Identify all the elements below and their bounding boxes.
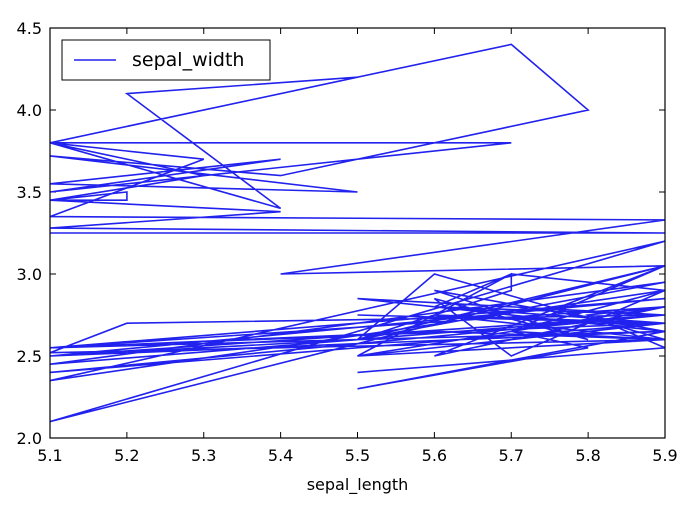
x-tick-label: 5.7 — [499, 446, 524, 465]
legend: sepal_width — [61, 39, 271, 81]
x-tick-label: 5.1 — [37, 446, 62, 465]
x-tick-label: 5.9 — [652, 446, 677, 465]
x-axis: 5.1 5.2 5.3 5.4 5.5 5.6 5.7 5.8 5.9 — [37, 28, 678, 465]
y-tick-label: 2.5 — [17, 347, 42, 366]
y-tick-label: 3.0 — [17, 265, 42, 284]
y-tick-label: 4.0 — [17, 101, 42, 120]
x-tick-label: 5.2 — [114, 446, 139, 465]
x-axis-label: sepal_length — [307, 475, 409, 495]
x-tick-label: 5.3 — [191, 446, 216, 465]
x-tick-label: 5.8 — [575, 446, 600, 465]
x-tick-label: 5.4 — [268, 446, 293, 465]
y-tick-label: 3.5 — [17, 183, 42, 202]
y-tick-label: 4.5 — [17, 19, 42, 38]
y-tick-label: 2.0 — [17, 429, 42, 448]
plot-frame — [49, 27, 666, 439]
series-line-sepal-width — [50, 43, 665, 423]
y-axis: 2.0 2.5 3.0 3.5 4.0 4.5 — [17, 19, 665, 448]
plot-area — [50, 43, 665, 423]
x-tick-label: 5.5 — [345, 446, 370, 465]
x-tick-label: 5.6 — [422, 446, 447, 465]
legend-label-sepal-width: sepal_width — [132, 49, 244, 71]
